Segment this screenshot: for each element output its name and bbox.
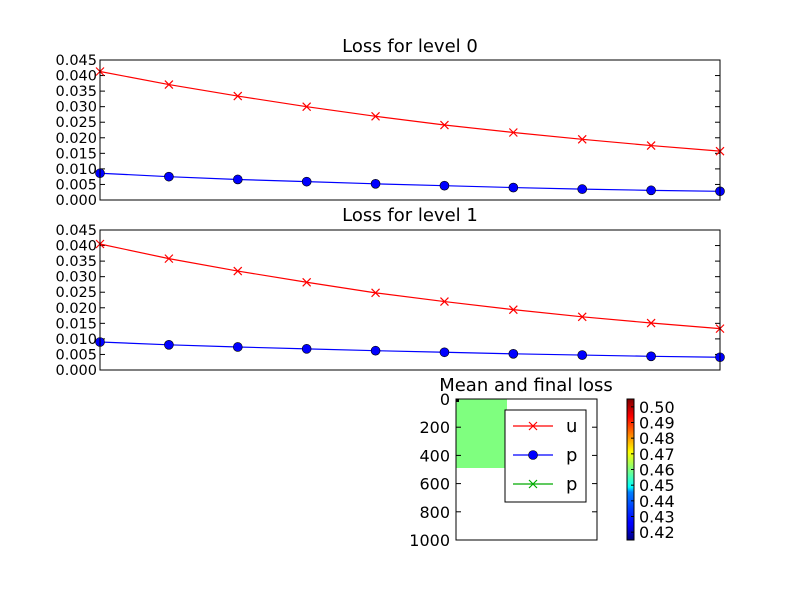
y-tick-label: 0	[440, 390, 450, 409]
colorbar-tick-label: 0.44	[639, 492, 675, 511]
y-tick-label: 0.040	[55, 239, 97, 255]
axes-frame-level-0	[99, 59, 721, 201]
y-tick-label: 0.045	[55, 53, 97, 69]
y-tick-label: 0.035	[55, 254, 97, 270]
y-tick-label: 0.010	[55, 162, 97, 178]
data-point	[233, 91, 243, 101]
y-tick-label: 0.015	[55, 316, 97, 332]
data-point	[440, 297, 449, 306]
y-tick-label: 0.005	[55, 347, 97, 363]
chart-mean-final: Mean and final loss 0 200 400 600 800 1000 u …	[409, 375, 674, 550]
y-tick-label: 0.020	[55, 301, 97, 317]
data-point	[646, 185, 656, 196]
data-point	[440, 120, 449, 130]
axes-frame-level-1	[99, 229, 721, 371]
chart-level-0: Loss for level 0 0.0000.0050.0100.0150.0…	[55, 36, 725, 209]
y-axis-mean-final: 0 200 400 600 800 1000	[409, 390, 597, 550]
data-point	[164, 80, 174, 90]
heatmap-cell	[456, 399, 507, 468]
data-point	[508, 349, 519, 359]
plot-area-level-0	[95, 67, 725, 197]
heatmap-corner-marker	[456, 399, 459, 402]
data-point	[577, 312, 587, 322]
y-tick-label: 600	[419, 475, 450, 494]
data-point	[164, 171, 174, 182]
data-point	[646, 318, 656, 328]
colorbar: 0.420.430.440.450.460.470.480.490.50	[626, 398, 675, 542]
y-tick-label: 0.015	[55, 146, 97, 162]
data-point	[302, 277, 312, 287]
y-tick-label: 1000	[409, 531, 450, 550]
legend-label-p-2: p	[566, 474, 577, 495]
colorbar-tick-label: 0.42	[639, 523, 675, 542]
axes-frame-mean-final	[455, 398, 598, 541]
data-point	[577, 350, 588, 360]
legend-box	[504, 409, 587, 503]
y-tick-label: 0.020	[55, 131, 97, 147]
colorbar-tick-label: 0.43	[639, 508, 675, 527]
y-tick-label: 0.005	[55, 177, 97, 193]
colorbar-tick-label: 0.48	[639, 429, 675, 448]
colorbar-tick-label: 0.47	[639, 445, 675, 464]
y-tick-label: 0.030	[55, 100, 97, 116]
chart-level-1: Loss for level 1 0.0000.0050.0100.0150.0…	[55, 205, 725, 379]
series-line-0	[99, 243, 721, 330]
data-point	[232, 342, 243, 352]
y-tick-label: 0.045	[55, 223, 97, 239]
y-tick-label: 800	[419, 503, 450, 522]
legend: u p p	[504, 409, 587, 503]
y-tick-label: 0.000	[55, 193, 97, 209]
legend-entry-p-dot: p	[513, 445, 577, 466]
colorbar-tick-label: 0.45	[639, 476, 675, 495]
y-tick-label: 200	[419, 418, 450, 437]
data-point	[370, 345, 381, 356]
series-line-1	[99, 341, 721, 358]
y-tick-label: 0.000	[55, 363, 97, 379]
y-tick-label: 0.040	[55, 69, 97, 85]
data-point	[577, 134, 587, 144]
plot-area-level-1	[95, 239, 725, 363]
data-point	[508, 128, 518, 137]
y-axis-level-0: 0.0000.0050.0100.0150.0200.0250.0300.035…	[55, 53, 720, 209]
chart-title-level-1: Loss for level 1	[342, 205, 478, 226]
series-line-1	[99, 172, 721, 192]
data-point	[371, 111, 380, 121]
legend-label-p-1: p	[566, 445, 577, 466]
legend-label-u: u	[566, 416, 577, 437]
series-line-0	[99, 70, 721, 152]
chart-title-mean-final: Mean and final loss	[439, 375, 613, 396]
y-tick-label: 0.010	[55, 332, 97, 348]
data-point	[371, 288, 380, 298]
colorbar-tick-label: 0.50	[639, 398, 675, 417]
data-point	[646, 141, 656, 150]
y-axis-level-1: 0.0000.0050.0100.0150.0200.0250.0300.035…	[55, 223, 720, 379]
data-point	[439, 347, 450, 358]
chart-title-level-0: Loss for level 0	[342, 36, 478, 57]
data-point	[164, 339, 174, 350]
data-point	[301, 344, 312, 354]
data-point	[577, 184, 588, 194]
data-point	[646, 351, 656, 362]
legend-entry-p-cross: p	[513, 474, 577, 495]
colorbar-ticks: 0.420.430.440.450.460.470.480.490.50	[631, 398, 675, 542]
colorbar-tick-label: 0.49	[639, 414, 675, 433]
data-point	[302, 102, 312, 112]
data-point	[508, 182, 519, 193]
data-point	[233, 266, 243, 276]
data-point	[370, 179, 381, 189]
y-tick-label: 0.025	[55, 285, 97, 301]
legend-entry-u: u	[513, 416, 577, 437]
colorbar-tick-label: 0.46	[639, 461, 675, 480]
y-tick-label: 0.030	[55, 270, 97, 286]
y-tick-label: 0.035	[55, 84, 97, 100]
y-tick-label: 0.025	[55, 115, 97, 131]
data-point	[508, 305, 518, 315]
data-point	[164, 254, 174, 264]
y-tick-label: 400	[419, 446, 450, 465]
data-point	[232, 174, 243, 185]
data-point	[439, 180, 450, 191]
data-point	[301, 176, 312, 187]
